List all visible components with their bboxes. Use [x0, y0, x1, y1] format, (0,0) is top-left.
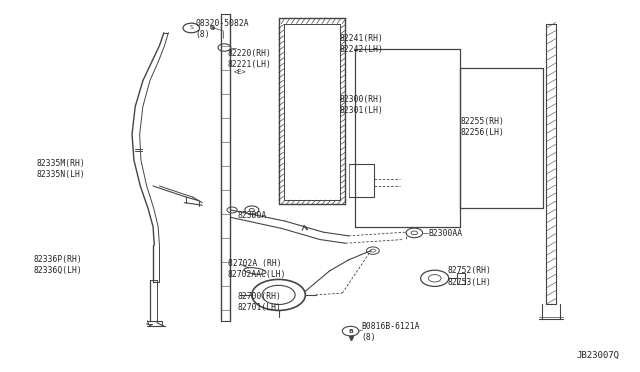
- Text: 82702A (RH)
82702AAC(LH): 82702A (RH) 82702AAC(LH): [228, 259, 286, 279]
- Text: 08320-5082A
(8): 08320-5082A (8): [196, 19, 250, 39]
- Text: 82255(RH)
82256(LH): 82255(RH) 82256(LH): [460, 117, 504, 137]
- Text: B: B: [348, 328, 353, 334]
- Text: S: S: [189, 25, 193, 31]
- Text: 82241(RH)
82242(LH): 82241(RH) 82242(LH): [339, 34, 383, 54]
- Text: 82335M(RH)
82335N(LH): 82335M(RH) 82335N(LH): [36, 159, 85, 179]
- Text: 82300A: 82300A: [237, 211, 266, 220]
- Text: B2300AA: B2300AA: [428, 230, 463, 238]
- Text: 82700(RH)
82701(LH): 82700(RH) 82701(LH): [237, 292, 281, 312]
- Text: B0816B-6121A
(8): B0816B-6121A (8): [362, 322, 420, 342]
- Text: 82752(RH)
82753(LH): 82752(RH) 82753(LH): [447, 266, 492, 286]
- Text: <E>: <E>: [234, 68, 247, 74]
- Text: 82336P(RH)
82336Q(LH): 82336P(RH) 82336Q(LH): [33, 255, 82, 275]
- Text: JB23007Q: JB23007Q: [577, 350, 620, 359]
- Text: 82300(RH)
82301(LH): 82300(RH) 82301(LH): [339, 95, 383, 115]
- Text: 82220(RH)
82221(LH): 82220(RH) 82221(LH): [228, 49, 271, 69]
